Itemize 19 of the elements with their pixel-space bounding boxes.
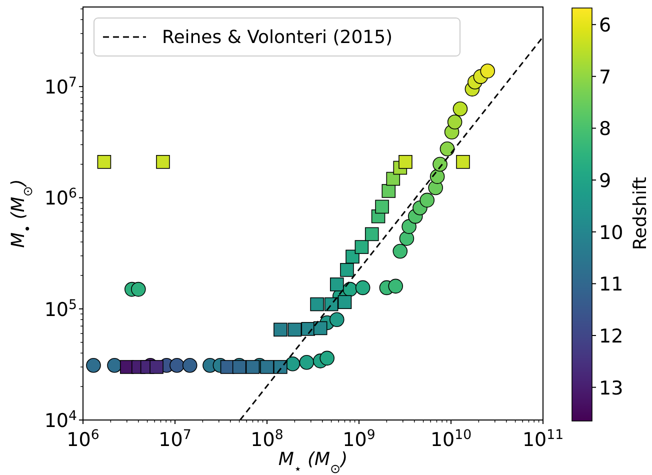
y-tick-label: 10$^{6}$: [44, 186, 77, 210]
legend-label: Reines & Volonteri (2015): [162, 27, 393, 48]
color-bar-title: Redshift: [630, 176, 651, 250]
color-bar-label: 13: [599, 377, 624, 400]
color-bar-label: 11: [599, 274, 624, 296]
x-tick-label: 10$^{10}$: [430, 428, 472, 451]
color-bar-label: 7: [599, 66, 612, 88]
color-bar-label: 8: [599, 118, 612, 140]
color-bar-label: 12: [599, 326, 624, 348]
x-tick-label: 10$^{11}$: [522, 428, 564, 451]
x-axis-title: M$_{⋆}$ (M$_{⊙}$): [278, 449, 348, 475]
color-bar-label: 6: [599, 14, 612, 37]
x-tick-label: 10$^{9}$: [342, 428, 376, 451]
color-bar-label: 10: [599, 222, 624, 244]
y-tick-label: 10$^{5}$: [44, 297, 77, 321]
y-tick-label: 10$^{7}$: [44, 75, 77, 99]
x-tick-label: 10$^{8}$: [250, 428, 284, 451]
x-tick-label: 10$^{7}$: [158, 428, 192, 451]
color-bar-label: 9: [599, 170, 612, 192]
